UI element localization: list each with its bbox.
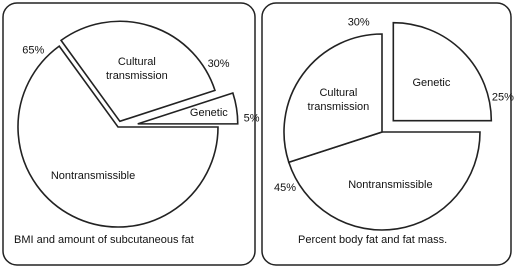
pie-slice xyxy=(59,20,216,123)
slice-label-box: Nontransmissible xyxy=(348,179,433,192)
slice-label-box: Genetic xyxy=(412,76,451,89)
category-label: Genetic xyxy=(412,76,451,89)
slice-label-box: Nontransmissible xyxy=(50,170,136,182)
category-label: Genetic xyxy=(189,106,228,119)
chart-title: BMI and amount of subcutaneous fat xyxy=(14,234,194,246)
slice-label-box: Genetic xyxy=(189,106,228,119)
category-label: Cultural transmission xyxy=(307,87,370,114)
value-label: 30% xyxy=(348,16,370,28)
value-label: 45% xyxy=(274,182,296,194)
value-label: 30% xyxy=(208,58,230,70)
pie-slice xyxy=(283,33,383,164)
slice-label-box: Cultural transmission xyxy=(105,55,168,82)
slice-label-box: Cultural transmission xyxy=(307,87,370,114)
category-label: Cultural transmission xyxy=(105,55,168,82)
chart-title: Percent body fat and fat mass. xyxy=(298,234,447,246)
pie-slice xyxy=(17,44,219,228)
pie-slice xyxy=(287,131,481,231)
pie-slice xyxy=(392,21,493,122)
category-label: Nontransmissible xyxy=(50,170,136,182)
pie-slice xyxy=(137,91,239,125)
value-label: 25% xyxy=(492,91,514,103)
value-label: 65% xyxy=(22,45,44,57)
value-label: 5% xyxy=(244,112,260,124)
category-label: Nontransmissible xyxy=(348,179,433,192)
